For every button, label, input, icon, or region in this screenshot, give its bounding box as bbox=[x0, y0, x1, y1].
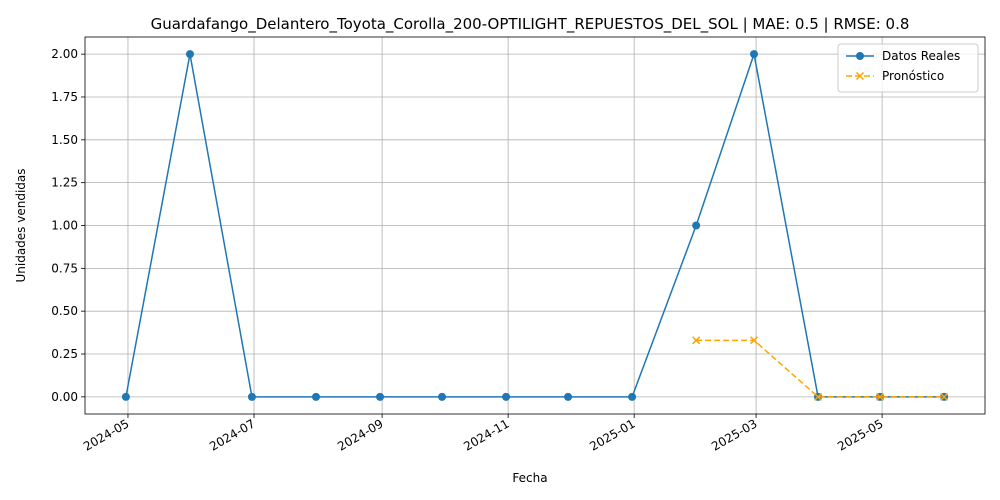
x-tick-label: 2025-05 bbox=[835, 416, 885, 453]
y-tick-label: 1.50 bbox=[51, 133, 78, 147]
data-point-forecast bbox=[749, 336, 759, 345]
series-line-actual bbox=[125, 51, 945, 398]
y-tick-label: 0.25 bbox=[51, 347, 78, 361]
legend-label-forecast: Pronóstico bbox=[882, 69, 944, 83]
data-point-actual bbox=[692, 221, 701, 230]
y-tick-label: 2.00 bbox=[51, 47, 78, 61]
data-point-actual bbox=[750, 50, 759, 59]
data-point-actual bbox=[185, 50, 194, 59]
y-tick-label: 1.25 bbox=[51, 176, 78, 190]
x-tick-label: 2025-03 bbox=[709, 416, 759, 453]
legend-marker-forecast bbox=[855, 71, 865, 81]
y-tick-label: 0.50 bbox=[51, 304, 78, 318]
series-line-forecast bbox=[696, 339, 945, 398]
chart-title: Guardafango_Delantero_Toyota_Corolla_200… bbox=[151, 15, 910, 34]
y-axis-label: Unidades vendidas bbox=[14, 168, 28, 282]
x-tick-label: 2025-01 bbox=[587, 416, 637, 453]
y-tick-label: 0.00 bbox=[51, 390, 78, 404]
data-point-forecast bbox=[692, 336, 701, 345]
data-point-forecast bbox=[940, 392, 949, 401]
x-tick-label: 2024-05 bbox=[81, 416, 131, 453]
grid-layer bbox=[85, 37, 985, 414]
data-point-actual bbox=[628, 392, 637, 401]
data-point-forecast bbox=[876, 392, 885, 401]
x-tick-label: 2024-07 bbox=[207, 416, 257, 453]
legend-label-actual: Datos Reales bbox=[882, 49, 960, 63]
legend-marker-actual bbox=[856, 52, 864, 60]
legend: Datos Reales Pronóstico bbox=[837, 43, 979, 93]
x-axis-label: Fecha bbox=[512, 471, 547, 485]
data-point-actual bbox=[564, 392, 573, 401]
data-point-forecast bbox=[814, 392, 823, 401]
series-layer bbox=[121, 50, 949, 401]
data-point-actual bbox=[311, 392, 320, 401]
x-tick-label: 2024-11 bbox=[461, 416, 511, 453]
x-tick-label: 2024-09 bbox=[335, 416, 385, 453]
ticks-layer: 0.00 0.25 0.50 0.75 1.00 1.25 1.50 1.75 2.00 2024… bbox=[51, 47, 885, 454]
y-tick-label: 1.00 bbox=[51, 219, 78, 233]
data-point-actual bbox=[438, 392, 447, 401]
y-tick-label: 0.75 bbox=[51, 261, 78, 275]
y-tick-label: 1.75 bbox=[51, 90, 78, 104]
data-point-actual bbox=[121, 392, 130, 401]
data-point-actual bbox=[247, 392, 256, 401]
data-point-actual bbox=[376, 392, 385, 401]
data-point-actual bbox=[502, 392, 511, 401]
